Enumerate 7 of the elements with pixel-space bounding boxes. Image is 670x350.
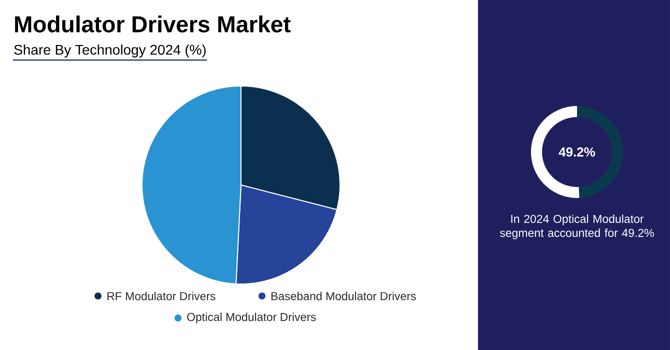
text: 49.2% bbox=[558, 147, 596, 157]
chart-subtitle: Share By Technology 2024 (%) bbox=[14, 44, 206, 58]
legend-label: RF Modulator Drivers bbox=[107, 292, 216, 300]
chart-title: Modulator Drivers Market bbox=[15, 16, 291, 32]
text: In 2024 Optical Modulator segment accounted for 49.2% bbox=[500, 214, 654, 240]
legend-label: Optical Modulator Drivers bbox=[187, 312, 316, 324]
legend-label: Baseband Modulator Drivers bbox=[271, 292, 416, 300]
